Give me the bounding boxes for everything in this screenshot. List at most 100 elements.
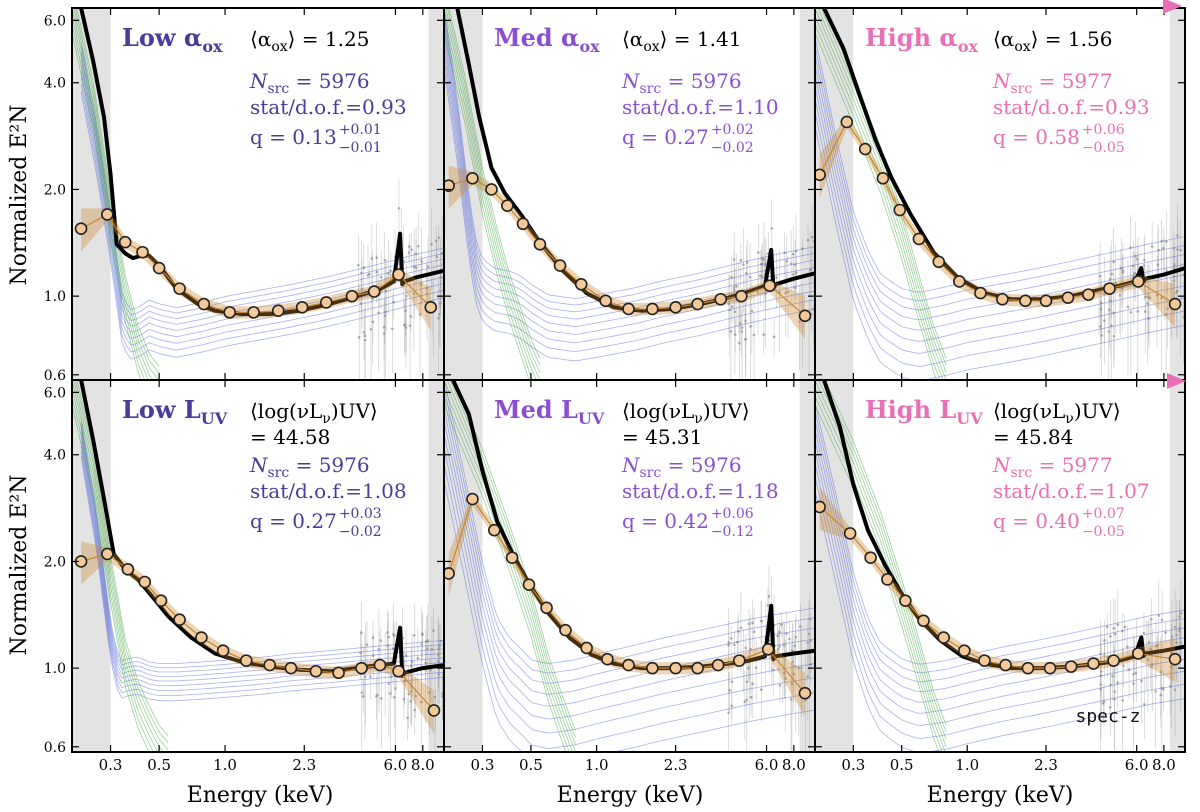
panel-title: Low αox [122,23,223,56]
data-point [1160,618,1164,622]
stack-marker [622,658,635,672]
stack-marker [858,142,872,156]
data-point [798,320,802,323]
panel-title-text: Low L [122,395,201,424]
data-point [439,639,443,643]
green-component-line [76,380,169,737]
mean-text-sub: ν [694,411,703,427]
data-point [740,330,744,333]
green-component-line [446,380,576,745]
data-point [788,637,791,641]
stack-marker [553,259,567,272]
data-point [397,207,401,210]
data-point [732,258,736,261]
data-point [778,630,781,634]
x-tick-label: 1.0 [213,756,237,774]
data-point [384,289,388,293]
q-upper-error: +0.01 [339,122,382,138]
y-tick-label: 0.6 [44,740,66,756]
plot-area [72,8,444,380]
green-component-line [444,404,567,752]
data-point [762,258,766,261]
x-tick-label: 8.0 [1152,756,1176,774]
stack-marker [101,208,114,221]
data-point [386,644,389,647]
stack-marker [1021,661,1035,675]
stack-marker [1064,660,1078,673]
stack-marker [691,661,704,675]
data-point [1126,305,1130,309]
data-point [389,269,392,272]
stack-marker [195,631,208,644]
data-point [729,330,733,333]
blue-component-line [80,419,444,664]
data-point [414,694,417,698]
data-point [810,235,814,239]
green-component-line [444,15,537,380]
green-component-line [72,387,159,752]
data-point [730,680,734,683]
x-tick-label: 6.0 [755,756,779,774]
blue-component-line [444,8,815,299]
nsrc-sub: src [1011,81,1033,97]
data-point [1109,683,1112,687]
stack-marker [444,567,455,580]
panel-title-sub: ox [958,37,979,56]
data-point [404,294,408,298]
data-point [437,236,441,240]
q-upper-error: +0.03 [339,506,382,522]
blue-component-line [444,479,815,752]
data-point [426,639,430,642]
data-point [784,291,788,295]
data-point [801,247,804,251]
blue-component-line [80,47,444,316]
stack-marker [319,296,333,309]
green-component-line [445,8,541,373]
high-energy-band [428,8,444,380]
green-component-line [815,8,947,380]
data-point [377,311,380,315]
mean-text-end: )UV⟩ [331,399,378,423]
panel-title: Med αox [494,23,600,56]
data-point [357,336,361,339]
stack-marker [1039,294,1053,308]
data-point [1173,625,1177,629]
mean-value-line2: = 44.58 [250,425,330,449]
stack-marker [559,623,572,637]
stack-marker [937,631,951,644]
stack-marker [912,232,926,246]
data-point [1146,302,1149,305]
stack-marker [763,279,776,293]
data-point [1170,665,1173,669]
data-point [1113,690,1116,693]
q-value: q = 0.40 [993,509,1080,533]
data-point [410,248,413,251]
mean-text-sub: ν [322,411,331,427]
blue-component-line [80,41,444,310]
data-point [1112,627,1116,630]
panel-title: High αox [865,23,979,56]
stack-marker [295,301,309,314]
data-point [1160,296,1163,300]
data-point [1111,674,1114,678]
q-upper-error: +0.06 [1082,122,1125,138]
x-tick-label: 6.0 [383,756,407,774]
data-point [434,239,438,243]
data-point [1110,272,1114,276]
data-point [789,262,793,265]
stack-marker [843,527,857,540]
stack-marker [367,285,381,298]
data-point [744,646,748,650]
data-point [807,632,811,636]
nsrc-value: = 5977 [1032,453,1112,477]
data-point [1150,245,1154,248]
nsrc-label: Nsrc = 5976 [249,453,370,481]
panel-title-sub: UV [578,409,605,428]
data-point [1147,317,1150,320]
nsrc-label: Nsrc = 5976 [621,69,742,97]
q-upper-error: +0.02 [711,122,754,138]
data-point [1176,248,1179,251]
data-point [733,310,737,314]
data-point [387,682,391,685]
